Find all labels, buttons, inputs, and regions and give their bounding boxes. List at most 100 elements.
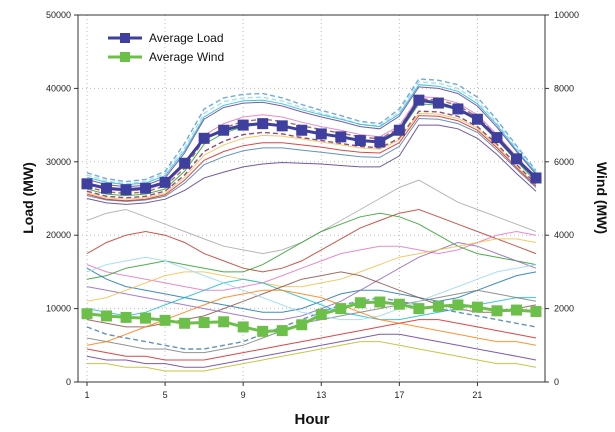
background-series-lines <box>86 78 537 372</box>
average-load-marker <box>432 97 444 109</box>
average-load-marker <box>491 132 503 144</box>
average-series-layer <box>81 94 542 337</box>
y-right-axis-title: Wind (MW) <box>594 162 610 234</box>
x-tick-label: 21 <box>472 390 482 400</box>
average-wind-marker <box>471 301 483 313</box>
average-wind-marker <box>140 312 152 324</box>
right-tick-label: 10000 <box>554 10 579 20</box>
average-wind-marker <box>159 314 171 326</box>
average-wind-marker <box>452 299 464 311</box>
average-wind-marker <box>530 306 542 318</box>
average-load-marker <box>471 113 483 125</box>
right-tick-label: 2000 <box>554 304 574 314</box>
average-wind-marker <box>276 325 288 337</box>
average-wind-marker <box>101 310 113 322</box>
average-wind-marker <box>393 298 405 310</box>
average-wind-marker <box>315 308 327 320</box>
average-load-marker <box>374 136 386 148</box>
average-load-marker <box>315 128 327 140</box>
average-wind-marker <box>510 304 522 316</box>
average-load-marker <box>276 120 288 132</box>
average-load-marker <box>120 184 132 196</box>
average-wind-marker <box>432 300 444 312</box>
plot-frame <box>77 14 546 383</box>
average-load-marker <box>510 153 522 165</box>
background-series-line <box>86 208 537 273</box>
x-tick-label: 13 <box>316 390 326 400</box>
average-load-marker <box>530 172 542 184</box>
average-wind-marker <box>198 317 210 329</box>
right-axis-ticks: 0 2000 4000 6000 8000 10000 <box>545 10 579 387</box>
background-series-line <box>86 319 537 361</box>
average-wind-marker <box>335 303 347 315</box>
legend: Average Load Average Wind <box>108 31 224 64</box>
average-load-marker <box>354 135 366 147</box>
left-tick-label: 20000 <box>46 230 71 240</box>
x-tick-label: 17 <box>394 390 404 400</box>
average-load-marker <box>140 182 152 194</box>
x-tick-label: 9 <box>241 390 246 400</box>
average-load-marker <box>393 124 405 136</box>
average-load-marker <box>101 182 113 194</box>
legend-label-average-load: Average Load <box>149 31 224 45</box>
average-load-marker <box>237 119 249 131</box>
background-series-line <box>86 267 537 313</box>
background-series-line <box>86 124 537 205</box>
right-tick-label: 0 <box>554 377 559 387</box>
left-axis-ticks: 0 10000 20000 30000 40000 50000 <box>46 10 78 387</box>
left-tick-label: 30000 <box>46 157 71 167</box>
background-series-line <box>87 341 537 372</box>
average-wind-marker <box>296 319 308 331</box>
background-series-line <box>86 110 537 199</box>
right-tick-label: 8000 <box>554 83 574 93</box>
left-tick-label: 50000 <box>46 10 71 20</box>
background-series-line <box>86 115 537 202</box>
average-load-marker <box>413 94 425 106</box>
legend-item-average-load: Average Load <box>108 31 224 45</box>
background-series-line <box>86 117 537 202</box>
average-load-marker <box>159 176 171 188</box>
right-tick-label: 4000 <box>554 230 574 240</box>
average-load-marker <box>257 118 269 130</box>
average-wind-marker <box>257 325 269 337</box>
background-series-line <box>86 112 537 200</box>
background-series-line <box>86 333 537 368</box>
background-series-line <box>86 81 537 185</box>
average-wind-marker <box>237 321 249 333</box>
background-series-line <box>86 230 537 291</box>
background-series-line <box>86 296 537 350</box>
background-series-line <box>86 289 537 354</box>
background-series-line <box>86 256 537 321</box>
left-tick-label: 40000 <box>46 83 71 93</box>
legend-item-average-wind: Average Wind <box>108 50 224 64</box>
x-axis-ticks: 1 5 9 13 17 21 <box>84 382 482 400</box>
background-series-line <box>86 241 537 321</box>
average-load-marker <box>198 132 210 144</box>
average-load-marker <box>81 178 93 190</box>
average-wind-marker <box>413 303 425 315</box>
x-tick-label: 5 <box>163 390 168 400</box>
x-tick-label: 1 <box>84 390 89 400</box>
right-tick-label: 6000 <box>554 157 574 167</box>
average-load-marker <box>335 131 347 143</box>
average-load-marker <box>452 103 464 115</box>
background-series-line <box>86 212 537 280</box>
background-series-line <box>86 238 537 302</box>
average-wind-marker <box>81 308 93 320</box>
average-wind-marker <box>120 311 132 323</box>
average-wind-marker <box>218 316 230 328</box>
average-wind-marker <box>491 305 503 317</box>
average-load-marker <box>218 124 230 136</box>
y-left-axis-title: Load (MW) <box>20 162 36 234</box>
average-wind-marker <box>179 317 191 329</box>
average-wind-marker <box>374 296 386 308</box>
left-tick-label: 10000 <box>46 304 71 314</box>
background-series-line <box>86 78 537 183</box>
average-load-marker <box>296 124 308 136</box>
x-axis-title: Hour <box>295 411 330 428</box>
average-wind-marker <box>354 297 366 309</box>
legend-label-average-wind: Average Wind <box>149 50 224 64</box>
left-tick-label: 0 <box>66 377 71 387</box>
average-load-marker <box>179 157 191 169</box>
